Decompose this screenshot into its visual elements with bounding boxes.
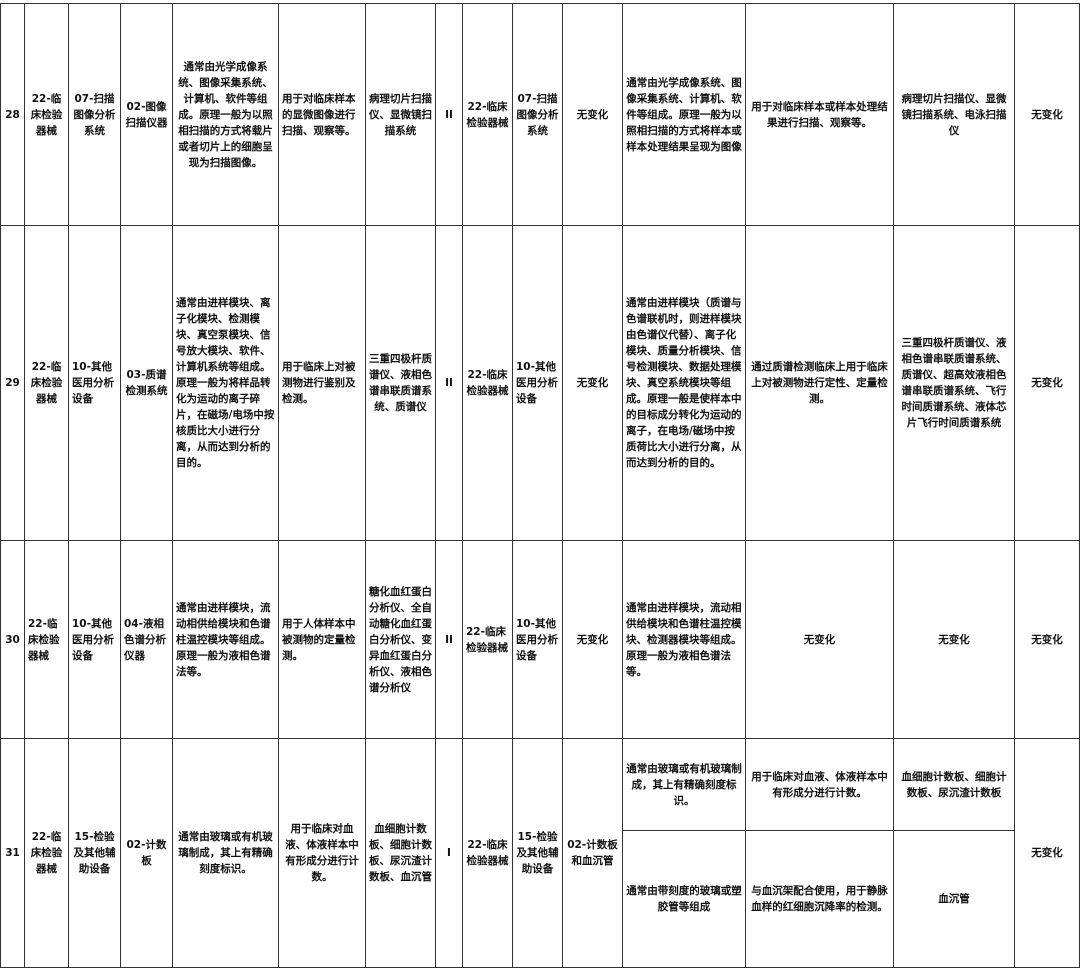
new-description: 通常由进样模块，流动相供给模块和色谱柱温控模块、检测器模块等组成。原理一般为液相…	[622, 540, 746, 739]
intended-use: 用于临床对血液、体液样本中有形成分进行计数。	[278, 738, 366, 968]
table-row: 29 22-临床检验器械 10-其他医用分析设备 03-质谱检测系统 通常由进样…	[0, 225, 1080, 541]
table-subrow: 通常由带刻度的玻璃或塑胶管等组成 与血沉架配合使用，用于静脉血样的红细胞沉降率的…	[1, 830, 1080, 968]
new-management-class: 无变化	[1014, 540, 1080, 739]
examples: 糖化血红蛋白分析仪、全自动糖化血红蛋白分析仪、变异血红蛋白分析仪、液相色谱分析仪	[365, 540, 436, 739]
intended-use: 用于人体样本中被测物的定量检测。	[278, 540, 366, 739]
new-intended-use-2: 与血沉架配合使用，用于静脉血样的红细胞沉降率的检测。	[745, 830, 894, 968]
examples: 三重四极杆质谱仪、液相色谱串联质谱系统、质谱仪	[365, 225, 436, 541]
new-item: 无变化	[562, 225, 623, 541]
new-category: 22-临床检验器械	[462, 738, 513, 968]
new-examples-2: 血沉管	[893, 830, 1015, 968]
new-description: 通常由进样模块（质谱与色谱联机时，则进样模块由色谱仪代替）、离子化模块、质量分析…	[622, 225, 746, 541]
subcategory: 10-其他医用分析设备	[68, 225, 121, 541]
category: 22-临床检验器械	[24, 225, 69, 541]
description: 通常由玻璃或有机玻璃制成，其上有精确刻度标识。	[172, 738, 279, 968]
new-examples: 三重四极杆质谱仪、液相色谱串联质谱系统、质谱仪、超高效液相色谱串联质谱系统、飞行…	[893, 225, 1015, 541]
management-class: I	[435, 738, 463, 968]
new-intended-use: 通过质谱检测临床上用于临床上对被测物进行定性、定量检测。	[745, 225, 894, 541]
description: 通常由进样模块，流动相供给模块和色谱柱温控模块等组成。原理一般为液相色谱法等。	[172, 540, 279, 739]
new-subcategory: 07-扫描图像分析系统	[512, 3, 563, 226]
table-row: 28 22-临床检验器械 07-扫描图像分析系统 02-图像扫描仪器 通常由光学…	[0, 3, 1080, 226]
row-number: 28	[0, 3, 25, 226]
row-number: 31	[0, 738, 25, 968]
table-row: 30 22-临床检验器械 10-其他医用分析设备 04-液相色谱分析仪器 通常由…	[0, 540, 1080, 739]
new-description: 通常由玻璃或有机玻璃制成，其上有精确刻度标识。	[622, 738, 746, 831]
new-management-class: 无变化	[1014, 3, 1080, 226]
subcategory: 07-扫描图像分析系统	[68, 3, 121, 226]
new-description: 通常由光学成像系统、图像采集系统、计算机、软件等组成。原理一般为以照相扫描的方式…	[622, 3, 746, 226]
new-examples: 血细胞计数板、细胞计数板、尿沉渣计数板	[893, 738, 1015, 831]
new-category: 22-临床检验器械	[462, 225, 513, 541]
new-examples: 病理切片扫描仪、显微镜扫描系统、电泳扫描仪	[893, 3, 1015, 226]
new-subcategory: 10-其他医用分析设备	[512, 540, 563, 739]
description: 通常由光学成像系统、图像采集系统、计算机、软件等组成。原理一般为以照相扫描的方式…	[172, 3, 279, 226]
management-class: II	[435, 540, 463, 739]
new-description-2: 通常由带刻度的玻璃或塑胶管等组成	[622, 830, 746, 968]
description: 通常由进样模块、离子化模块、检测模块、真空泵模块、信号放大模块、软件、计算机系统…	[172, 225, 279, 541]
examples: 血细胞计数板、细胞计数板、尿沉渣计数板、血沉管	[365, 738, 436, 968]
device-classification-table: 28 22-临床检验器械 07-扫描图像分析系统 02-图像扫描仪器 通常由光学…	[0, 3, 1080, 968]
management-class: II	[435, 225, 463, 541]
new-intended-use: 用于临床对血液、体液样本中有形成分进行计数。	[745, 738, 894, 831]
item: 04-液相色谱分析仪器	[120, 540, 173, 739]
item: 03-质谱检测系统	[120, 225, 173, 541]
intended-use: 用于对临床样本的显微图像进行扫描、观察等。	[278, 3, 366, 226]
new-category: 22-临床检验器械	[462, 540, 513, 739]
intended-use: 用于临床上对被测物进行鉴别及检测。	[278, 225, 366, 541]
new-subcategory: 10-其他医用分析设备	[512, 225, 563, 541]
subcategory: 15-检验及其他辅助设备	[68, 738, 121, 968]
table-row: 31 22-临床检验器械 15-检验及其他辅助设备 02-计数板 通常由玻璃或有…	[0, 738, 1080, 968]
new-intended-use: 用于对临床样本或样本处理结果进行扫描、观察等。	[745, 3, 894, 226]
new-intended-use: 无变化	[745, 540, 894, 739]
item: 02-图像扫描仪器	[120, 3, 173, 226]
row-number: 29	[0, 225, 25, 541]
subcategory: 10-其他医用分析设备	[68, 540, 121, 739]
new-item: 02-计数板和血沉管	[562, 738, 623, 968]
category: 22-临床检验器械	[24, 738, 69, 968]
examples: 病理切片扫描仪、显微镜扫描系统	[365, 3, 436, 226]
category: 22-临床检验器械	[24, 540, 69, 739]
new-item: 无变化	[562, 540, 623, 739]
new-category: 22-临床检验器械	[462, 3, 513, 226]
row-number: 30	[0, 540, 25, 739]
new-management-class: 无变化	[1014, 225, 1080, 541]
new-examples: 无变化	[893, 540, 1015, 739]
management-class: II	[435, 3, 463, 226]
new-management-class: 无变化	[1014, 738, 1080, 968]
new-item: 无变化	[562, 3, 623, 226]
new-subcategory: 15-检验及其他辅助设备	[512, 738, 563, 968]
category: 22-临床检验器械	[24, 3, 69, 226]
item: 02-计数板	[120, 738, 173, 968]
